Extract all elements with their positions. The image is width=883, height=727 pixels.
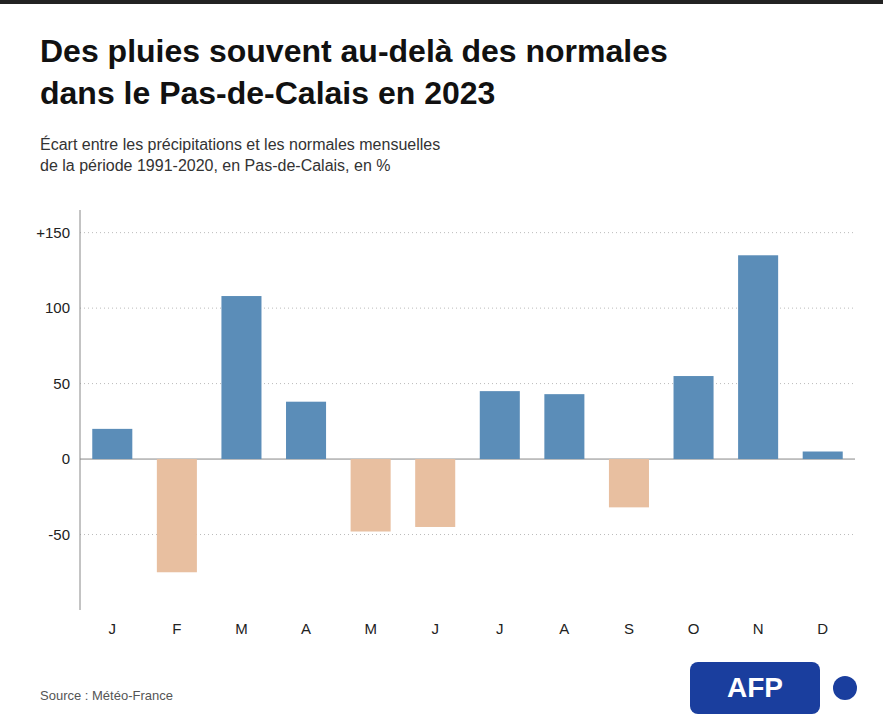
x-tick-label: D (817, 620, 828, 637)
y-tick-label: 0 (62, 450, 70, 467)
x-tick-label: O (688, 620, 700, 637)
bars (92, 255, 842, 572)
bar (674, 376, 714, 459)
x-tick-label: J (431, 620, 439, 637)
x-tick-label: M (364, 620, 377, 637)
x-tick-label: M (235, 620, 248, 637)
logo-text: AFP (727, 672, 783, 703)
logo-box (690, 662, 820, 714)
chart: Des pluies souvent au-delà des normalesd… (0, 0, 883, 727)
bar (415, 459, 455, 527)
bar (803, 452, 843, 460)
bar (609, 459, 649, 507)
bar (351, 459, 391, 531)
logo-dot (833, 676, 857, 700)
bar (544, 394, 584, 459)
chart-container: Des pluies souvent au-delà des normalesd… (0, 0, 883, 727)
y-tick-label: 50 (53, 375, 70, 392)
bar (92, 429, 132, 459)
x-tick-label: J (496, 620, 504, 637)
y-tick-label: 100 (45, 299, 70, 316)
bar (480, 391, 520, 459)
bar (221, 296, 261, 459)
x-tick-label: N (753, 620, 764, 637)
bar (157, 459, 197, 572)
subtitle: Écart entre les précipitations et les no… (40, 135, 440, 174)
y-tick-label: -50 (48, 526, 70, 543)
source: Source : Météo-France (40, 688, 173, 703)
x-tick-label: A (301, 620, 311, 637)
x-tick-label: A (559, 620, 569, 637)
x-tick-label: F (172, 620, 181, 637)
top-border (0, 0, 883, 4)
x-tick-label: S (624, 620, 634, 637)
logo: AFP (690, 662, 857, 714)
x-tick-label: J (109, 620, 117, 637)
grid-line (80, 232, 855, 233)
bar (286, 402, 326, 459)
bar (738, 255, 778, 459)
y-axis-line (80, 210, 81, 610)
title: Des pluies souvent au-delà des normalesd… (40, 33, 668, 111)
background (0, 0, 883, 727)
y-tick-label: +150 (36, 224, 70, 241)
